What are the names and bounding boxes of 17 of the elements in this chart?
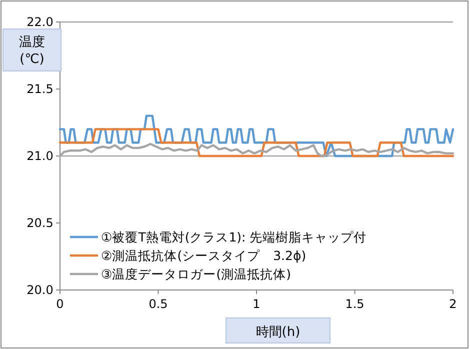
line-series: [58, 114, 454, 158]
legend-label: ①被覆T熱電対(クラス1): 先端樹脂キャップ付: [101, 230, 367, 244]
x-tick-label: 0: [56, 297, 64, 311]
legend-label: ③温度データロガー(測温抵抗体): [101, 266, 291, 282]
x-axis-title: 時間(h): [256, 325, 300, 340]
y-tick-label: 21.0: [26, 149, 54, 163]
y-axis-title: 温度 (℃): [19, 34, 45, 67]
x-tick-label: 1: [252, 297, 260, 311]
y-tick-label: 20.0: [26, 283, 54, 297]
x-tick-label: 0.5: [148, 297, 168, 311]
legend-label: ②測温抵抗体(シースタイプ 3.2ϕ): [101, 248, 306, 263]
x-tick-label: 1.5: [345, 297, 364, 311]
line-series: [58, 142, 454, 158]
y-tick-label: 20.5: [26, 216, 54, 230]
y-tick-label: 21.5: [26, 82, 54, 96]
y-tick-label: 22.0: [26, 15, 54, 29]
x-tick-label: 2: [449, 297, 457, 311]
